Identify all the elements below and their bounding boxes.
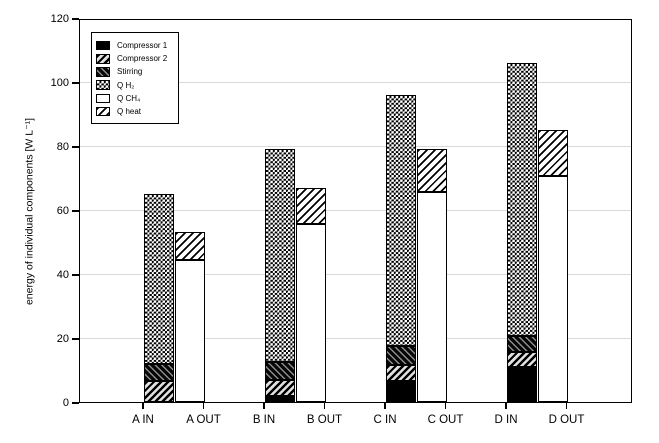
gridline-60 <box>80 209 631 211</box>
legend-swatch-hatchlight-icon <box>96 106 110 117</box>
x-tick-label-b-out: B OUT <box>306 414 343 426</box>
legend-label: Compressor 1 <box>117 41 168 51</box>
bar-segment-c-in <box>386 346 416 366</box>
x-axis-tick-3 <box>263 403 265 409</box>
bar-segment-c-in <box>386 381 416 402</box>
bar-segment-b-in <box>265 362 295 380</box>
x-axis-tick-2 <box>202 403 205 409</box>
x-axis-tick-1 <box>142 403 144 409</box>
x-tick-label-b-in: B IN <box>252 414 276 426</box>
legend-label: Q H₂ <box>117 80 135 90</box>
legend-swatch-solid-icon <box>96 40 110 51</box>
bar-segment-b-in <box>265 379 295 396</box>
legend-item: Q CH₄ <box>96 92 174 105</box>
bar-segment-c-in <box>386 94 416 346</box>
y-tick-label-0: 0 <box>62 397 69 409</box>
bar-segment-c-out <box>416 192 447 402</box>
y-axis-tick-40 <box>72 274 79 276</box>
y-axis-tick-100 <box>72 82 79 84</box>
x-tick-label-a-in: A IN <box>132 414 154 426</box>
bar-segment-d-in <box>507 62 537 337</box>
legend-swatch-white-icon <box>96 93 110 104</box>
bar-segment-a-out <box>174 232 205 260</box>
bar-segment-c-in <box>386 365 416 382</box>
bar-segment-b-out <box>295 187 326 225</box>
legend-label: Compressor 2 <box>117 54 168 64</box>
bar-segment-d-in <box>507 366 537 402</box>
y-axis-tick-120 <box>72 18 79 20</box>
plot-area: Compressor 1 Compressor 2 Stirring Q H₂ Q CH… <box>79 19 632 403</box>
bar-segment-a-in <box>144 381 174 402</box>
x-tick-label-c-out: C OUT <box>427 414 464 426</box>
bar-segment-b-out <box>295 224 326 402</box>
bar-segment-d-out <box>537 130 568 177</box>
legend-swatch-backhatch-icon <box>96 67 110 77</box>
legend-item: Q H₂ <box>96 79 174 92</box>
legend-label: Stirring <box>117 67 143 77</box>
legend-swatch-checker-icon <box>96 80 110 90</box>
gridline-40 <box>80 273 631 275</box>
legend: Compressor 1 Compressor 2 Stirring Q H₂ Q CH… <box>91 32 179 125</box>
bar-segment-c-out <box>416 149 447 193</box>
bar-segment-d-out <box>537 176 568 402</box>
x-axis-tick-4 <box>323 403 326 409</box>
y-axis-tick-0 <box>72 402 79 404</box>
legend-swatch-hatchdark-icon <box>96 54 110 64</box>
x-tick-label-d-out: D OUT <box>548 414 585 426</box>
legend-item: Stirring <box>96 65 174 78</box>
bar-segment-a-in <box>144 363 174 382</box>
bar-segment-a-in <box>144 194 174 364</box>
x-axis-tick-8 <box>565 403 568 409</box>
bar-segment-d-in <box>507 352 537 367</box>
gridline-100 <box>80 81 631 83</box>
x-axis-tick-7 <box>505 403 507 409</box>
legend-item: Q heat <box>96 105 174 118</box>
bar-segment-b-in <box>265 395 295 402</box>
y-axis-tick-60 <box>72 210 79 212</box>
y-tick-label-100: 100 <box>50 77 69 89</box>
x-axis-tick-6 <box>444 403 447 409</box>
y-axis-tick-20 <box>72 338 79 340</box>
bar-segment-b-in <box>265 149 295 362</box>
x-axis-tick-5 <box>384 403 386 409</box>
x-tick-label-c-in: C IN <box>373 414 397 426</box>
y-tick-label-80: 80 <box>56 141 69 153</box>
legend-item: Compressor 1 <box>96 39 174 52</box>
legend-label: Q heat <box>117 107 142 117</box>
bar-segment-a-out <box>174 259 205 402</box>
y-tick-label-40: 40 <box>56 269 69 281</box>
y-tick-label-60: 60 <box>56 205 69 217</box>
legend-label: Q CH₄ <box>117 93 141 103</box>
gridline-80 <box>80 145 631 147</box>
x-tick-label-d-in: D IN <box>494 414 518 426</box>
y-tick-label-120: 120 <box>50 13 69 25</box>
legend-item: Compressor 2 <box>96 52 174 65</box>
x-tick-label-a-out: A OUT <box>186 414 221 426</box>
y-tick-label-20: 20 <box>56 333 69 345</box>
bar-segment-d-in <box>507 336 537 353</box>
gridline-20 <box>80 337 631 339</box>
y-axis-tick-80 <box>72 146 79 148</box>
